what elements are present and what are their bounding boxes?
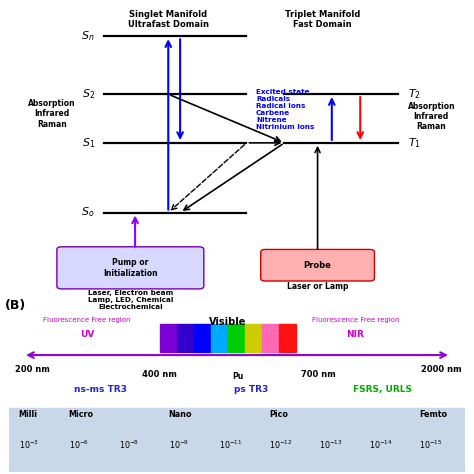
Text: 400 nm: 400 nm [142, 370, 177, 379]
Text: (B): (B) [5, 300, 26, 312]
Bar [9, 409, 465, 472]
Text: $S_n$: $S_n$ [82, 29, 95, 43]
Text: Nano: Nano [169, 410, 192, 419]
Text: Laser, Electron beam
Lamp, LED, Chemical
Electrochemical: Laser, Electron beam Lamp, LED, Chemical… [88, 290, 173, 310]
Text: $10^{-9}$: $10^{-9}$ [169, 438, 189, 451]
Text: Triplet Manifold
Fast Domain: Triplet Manifold Fast Domain [284, 10, 360, 29]
Bar [160, 324, 177, 352]
Text: $S_2$: $S_2$ [82, 87, 95, 101]
Bar [279, 324, 296, 352]
Text: Femto: Femto [419, 410, 447, 419]
FancyBboxPatch shape [57, 247, 204, 289]
Text: $10^{-6}$: $10^{-6}$ [69, 438, 89, 451]
Bar [245, 324, 262, 352]
Bar [211, 324, 228, 352]
Text: Fluorescence Free region: Fluorescence Free region [43, 317, 130, 323]
Text: FSRS, URLS: FSRS, URLS [353, 385, 412, 394]
Bar [194, 324, 211, 352]
Text: Pump or
Initialization: Pump or Initialization [103, 258, 158, 278]
Bar [228, 324, 245, 352]
Text: $10^{-3}$: $10^{-3}$ [18, 438, 39, 451]
Text: UV: UV [80, 330, 94, 339]
Text: Visible: Visible [209, 317, 246, 327]
Text: Absorption
Infrared
Raman: Absorption Infrared Raman [408, 101, 455, 131]
Text: Milli: Milli [18, 410, 37, 419]
Text: $T_2$: $T_2$ [408, 87, 420, 101]
Text: $10^{-15}$: $10^{-15}$ [419, 438, 443, 451]
Text: $S_1$: $S_1$ [82, 136, 95, 150]
Bar [177, 324, 194, 352]
FancyBboxPatch shape [261, 249, 374, 281]
Text: $S_o$: $S_o$ [82, 206, 95, 219]
Text: Pico: Pico [269, 410, 288, 419]
Text: Excited state
Radicals
Radical Ions
Carbene
Nitrene
Nitrinium Ions: Excited state Radicals Radical Ions Carb… [256, 89, 314, 130]
Text: $10^{-12}$: $10^{-12}$ [269, 438, 292, 451]
Text: ns-ms TR3: ns-ms TR3 [74, 385, 127, 394]
Text: $10^{-8}$: $10^{-8}$ [118, 438, 139, 451]
Text: 200 nm: 200 nm [15, 365, 50, 374]
Text: Laser or Lamp: Laser or Lamp [287, 283, 348, 292]
Text: Absorption
Infrared
Raman: Absorption Infrared Raman [28, 99, 76, 129]
Text: Singlet Manifold
Ultrafast Domain: Singlet Manifold Ultrafast Domain [128, 10, 209, 29]
Text: Probe: Probe [304, 261, 331, 270]
Text: $10^{-11}$: $10^{-11}$ [219, 438, 242, 451]
Text: 700 nm: 700 nm [301, 370, 336, 379]
Text: $T_1$: $T_1$ [408, 136, 420, 150]
Text: NIR: NIR [346, 330, 364, 339]
Bar [262, 324, 279, 352]
Text: $10^{-13}$: $10^{-13}$ [319, 438, 343, 451]
Text: Pu: Pu [232, 372, 243, 381]
Text: $10^{-14}$: $10^{-14}$ [369, 438, 393, 451]
Text: ps TR3: ps TR3 [234, 385, 268, 394]
Text: Micro: Micro [69, 410, 94, 419]
Text: 2000 nm: 2000 nm [421, 365, 462, 374]
Text: Fluorescence Free region: Fluorescence Free region [311, 317, 399, 323]
